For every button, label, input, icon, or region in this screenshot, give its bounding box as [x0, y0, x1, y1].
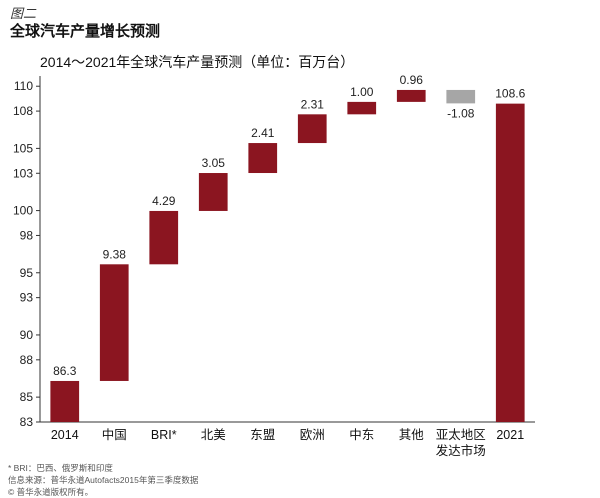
- footnotes: * BRI：巴西、俄罗斯和印度 信息来源：普华永道Autofacts2015年第…: [8, 462, 198, 498]
- bar: [99, 264, 129, 381]
- figure-label: 图二: [10, 6, 37, 21]
- x-tick-label: 欧洲: [300, 428, 325, 442]
- data-label: 9.38: [103, 247, 127, 261]
- data-label: 0.96: [400, 73, 424, 87]
- data-label: 3.05: [202, 156, 226, 170]
- bar: [198, 173, 228, 211]
- x-tick-label: 2021: [496, 428, 524, 442]
- bar: [495, 103, 525, 422]
- chart-title: 2014～2021年全球汽车产量预测（单位：百万台）: [40, 54, 355, 70]
- bar: [248, 143, 278, 174]
- y-tick-label: 93: [20, 291, 34, 305]
- data-label: 86.3: [53, 364, 77, 378]
- data-label: 2.41: [251, 126, 275, 140]
- bar: [50, 380, 80, 422]
- bar: [347, 101, 377, 115]
- y-tick-label: 88: [20, 353, 34, 367]
- bar: [297, 114, 327, 144]
- x-tick-label: BRI*: [151, 428, 177, 442]
- x-tick-label: 亚太地区: [436, 427, 486, 442]
- y-tick-label: 105: [13, 141, 33, 155]
- data-label: -1.08: [447, 106, 475, 120]
- data-label: 2.31: [301, 97, 325, 111]
- footnote-source: 信息来源：普华永道Autofacts2015年第三季度数据: [8, 475, 199, 485]
- x-tick-label: 发达市场: [436, 443, 486, 458]
- y-tick-label: 85: [20, 390, 34, 404]
- bar: [149, 210, 179, 265]
- bar: [446, 89, 476, 104]
- y-tick-label: 90: [20, 328, 34, 342]
- y-tick-label: 95: [20, 266, 34, 280]
- data-label: 108.6: [495, 87, 525, 101]
- bar: [396, 89, 426, 102]
- x-tick-label: 中国: [102, 427, 127, 442]
- data-label: 1.00: [350, 85, 374, 99]
- footnote-copyright: © 普华永道版权所有。: [8, 487, 94, 497]
- y-tick-label: 83: [20, 415, 34, 429]
- figure-title: 全球汽车产量增长预测: [10, 22, 161, 40]
- x-tick-label: 中东: [349, 427, 374, 442]
- x-tick-label: 东盟: [250, 428, 275, 442]
- x-tick-label: 2014: [51, 428, 79, 442]
- y-tick-label: 103: [13, 166, 33, 180]
- y-tick-label: 108: [13, 104, 33, 118]
- x-tick-label: 其他: [399, 428, 425, 442]
- data-label: 4.29: [152, 194, 176, 208]
- y-tick-label: 100: [13, 204, 33, 218]
- y-tick-label: 98: [20, 228, 34, 242]
- x-tick-label: 北美: [201, 428, 226, 442]
- footnote-bri: * BRI：巴西、俄罗斯和印度: [8, 463, 113, 473]
- y-tick-label: 110: [14, 79, 33, 93]
